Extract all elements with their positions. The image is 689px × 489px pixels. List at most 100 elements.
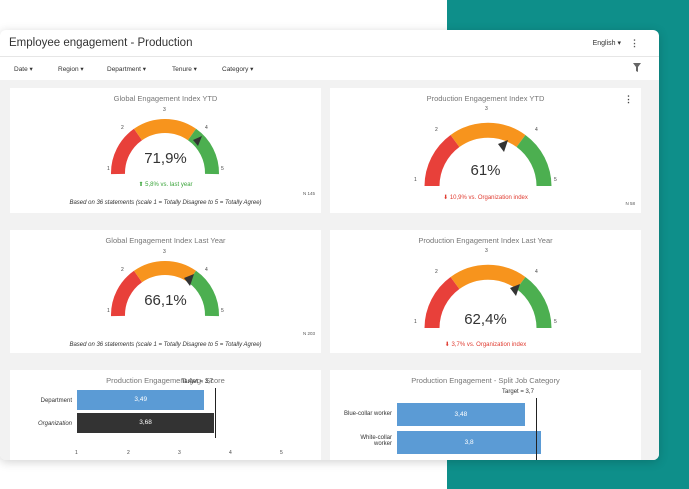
- gauge-tick-1: 1: [107, 166, 110, 172]
- gauge-segment-orange: [450, 264, 526, 290]
- card-title: Production Engagement Index Last Year: [418, 236, 553, 245]
- gauge-tick-4: 4: [535, 269, 538, 275]
- gauge-segment-orange: [450, 122, 526, 148]
- gauge-segment-orange: [133, 261, 197, 283]
- dashboard-window: Employee engagement - Production English…: [0, 30, 659, 460]
- card-menu-icon[interactable]: ⋮: [624, 94, 633, 104]
- gauge-segment-green: [516, 276, 552, 329]
- target-label: Target = 3,7: [181, 379, 214, 385]
- gauge-chart: [111, 119, 219, 175]
- trend-label: 10,9% vs. Organization index: [449, 195, 528, 201]
- statement-note: Based on 36 statements (scale 1 = Totall…: [69, 342, 262, 348]
- gauge-tick-1: 1: [107, 308, 110, 314]
- trend-text: ⬇ 3,7% vs. Organization index: [330, 341, 641, 348]
- gauge-needle: [193, 136, 202, 146]
- respondents-count: N 203: [302, 331, 315, 336]
- gauge-segment-red: [424, 134, 460, 187]
- gauge-needle: [498, 140, 508, 152]
- gauge-tick-4: 4: [535, 127, 538, 133]
- gauge-value: 61%: [470, 162, 501, 179]
- gauge-tick-3: 3: [163, 107, 166, 113]
- respondents-count: N 58: [625, 201, 635, 206]
- dashboard-content: Global Engagement Index YTD 1 2 3 4 5 71…: [0, 80, 659, 460]
- respondents-count: N 145: [302, 191, 315, 196]
- axis-tick-3: 3: [178, 450, 181, 456]
- gauge-segment-red: [111, 128, 143, 175]
- trend-text: ⬇ 10,9% vs. Organization index: [330, 194, 641, 201]
- card-title: Production Engagement Index YTD: [426, 94, 545, 103]
- gauge-card-production-ytd: Production Engagement Index YTD ⋮ 1 2 3 …: [330, 88, 641, 213]
- gauge-tick-3: 3: [485, 248, 488, 254]
- funnel-icon[interactable]: [633, 63, 641, 72]
- gauge-card-production-last-year: Production Engagement Index Last Year 1 …: [330, 230, 641, 353]
- more-menu-icon[interactable]: ⋮: [630, 38, 639, 48]
- gauge-tick-2: 2: [435, 269, 438, 275]
- card-title: Global Engagement Index Last Year: [105, 236, 226, 245]
- bar-label-department: Department: [40, 398, 72, 404]
- target-line: [215, 388, 217, 438]
- filter-department[interactable]: Department ▾: [107, 66, 147, 73]
- arrow-up-icon: ⬆: [138, 182, 144, 188]
- bar-organization: 3,68: [77, 413, 215, 433]
- arrow-down-icon: ⬇: [443, 195, 449, 201]
- trend-label: 5,8% vs. last year: [145, 182, 193, 188]
- gauge-segment-red: [424, 276, 460, 329]
- target-label: Target = 3,7: [502, 389, 534, 395]
- filter-bar: Date ▾ Region ▾ Department ▾ Tenure ▾ Ca…: [0, 56, 659, 82]
- chart-title: Production Engagement - Split Job Catego…: [411, 376, 560, 385]
- target-line: [536, 398, 538, 460]
- gauge-tick-1: 1: [414, 319, 417, 325]
- axis-tick-4: 4: [229, 450, 232, 456]
- gauge-tick-5: 5: [554, 319, 557, 325]
- gauge-segment-green: [187, 270, 219, 317]
- gauge-tick-5: 5: [221, 166, 224, 172]
- gauge-segment-orange: [133, 119, 197, 141]
- gauge-tick-5: 5: [221, 308, 224, 314]
- axis-tick-5: 5: [280, 450, 283, 456]
- gauge-tick-2: 2: [435, 127, 438, 133]
- statement-note: Based on 36 statements (scale 1 = Totall…: [69, 200, 262, 206]
- trend-text: ⬆ 5,8% vs. last year: [10, 181, 321, 188]
- gauge-tick-4: 4: [205, 125, 208, 131]
- gauge-tick-2: 2: [121, 267, 124, 273]
- gauge-tick-2: 2: [121, 125, 124, 131]
- gauge-needle: [510, 284, 520, 296]
- gauge-segment-red: [111, 270, 143, 317]
- gauge-card-global-ytd: Global Engagement Index YTD 1 2 3 4 5 71…: [10, 88, 321, 213]
- header: Employee engagement - Production English…: [0, 30, 659, 55]
- gauge-tick-3: 3: [163, 249, 166, 255]
- gauge-tick-1: 1: [414, 177, 417, 183]
- gauge-chart: [111, 261, 219, 317]
- language-selector[interactable]: English ▾: [592, 40, 621, 47]
- gauge-value: 71,9%: [144, 150, 187, 167]
- gauge-tick-4: 4: [205, 267, 208, 273]
- bar-blue-collar: 3,48: [397, 403, 525, 426]
- filter-date[interactable]: Date ▾: [14, 66, 33, 73]
- gauge-value: 62,4%: [464, 311, 507, 328]
- filter-category[interactable]: Category ▾: [222, 66, 254, 73]
- filter-tenure[interactable]: Tenure ▾: [172, 66, 197, 73]
- filter-region[interactable]: Region ▾: [58, 66, 84, 73]
- gauge-tick-5: 5: [554, 177, 557, 183]
- gauge-tick-3: 3: [485, 106, 488, 112]
- bar-card-avg-score: Production Engagement Avg. Score Departm…: [10, 370, 321, 460]
- bar-card-job-category: Production Engagement - Split Job Catego…: [330, 370, 641, 460]
- gauge-chart: [424, 264, 552, 329]
- bar-label-white-collar: White-collar worker: [360, 435, 392, 447]
- gauge-card-global-last-year: Global Engagement Index Last Year 1 2 3 …: [10, 230, 321, 353]
- chart-title: Production Engagement Avg. Score: [106, 376, 225, 385]
- gauge-needle: [184, 274, 194, 286]
- gauge-chart: [424, 122, 552, 187]
- axis-tick-1: 1: [75, 450, 78, 456]
- trend-label: 3,7% vs. Organization index: [451, 342, 527, 348]
- gauge-segment-green: [516, 134, 552, 187]
- card-title: Global Engagement Index YTD: [113, 94, 218, 103]
- axis-tick-2: 2: [127, 450, 130, 456]
- bar-white-collar: 3,8: [397, 431, 542, 454]
- arrow-down-icon: ⬇: [444, 342, 450, 348]
- bar-label-blue-collar: Blue-collar worker: [343, 411, 392, 417]
- gauge-value: 66,1%: [144, 292, 187, 309]
- gauge-segment-green: [187, 128, 219, 175]
- bar-label-organization: Organization: [37, 421, 72, 427]
- page-title: Employee engagement - Production: [9, 37, 193, 49]
